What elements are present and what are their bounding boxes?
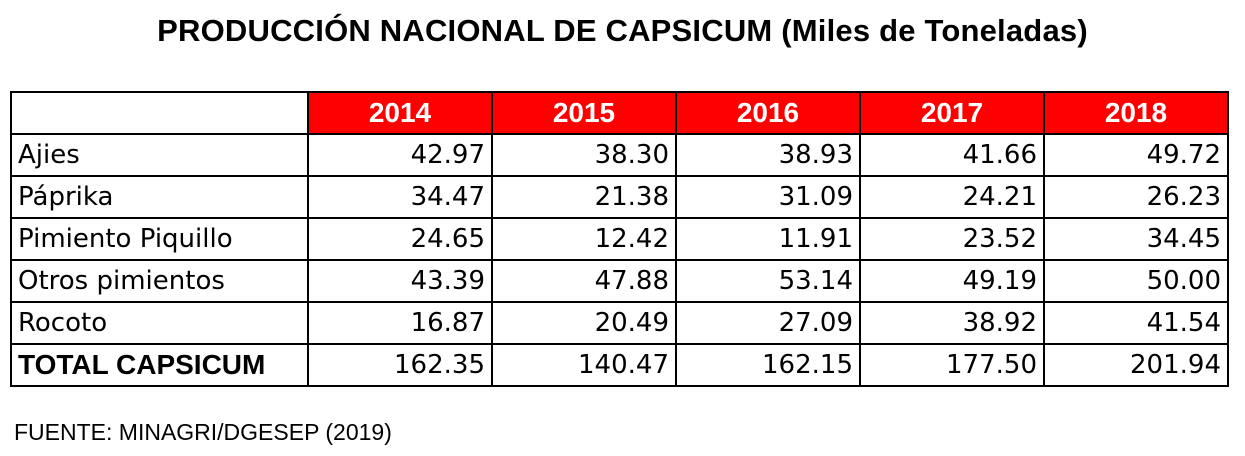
cell-value: 41.54 xyxy=(1043,301,1229,345)
table-row: Pimiento Piquillo 24.65 12.42 11.91 23.5… xyxy=(10,217,1229,261)
cell-value: 49.72 xyxy=(1043,133,1229,177)
year-header: 2018 xyxy=(1043,91,1229,135)
cell-value: 53.14 xyxy=(675,259,861,303)
cell-value: 23.52 xyxy=(859,217,1045,261)
cell-value: 16.87 xyxy=(307,301,493,345)
table-row: Otros pimientos 43.39 47.88 53.14 49.19 … xyxy=(10,259,1229,303)
total-value: 177.50 xyxy=(859,343,1045,387)
cell-value: 12.42 xyxy=(491,217,677,261)
total-value: 162.15 xyxy=(675,343,861,387)
table-row: Rocoto 16.87 20.49 27.09 38.92 41.54 xyxy=(10,301,1229,345)
cell-value: 34.47 xyxy=(307,175,493,219)
cell-value: 20.49 xyxy=(491,301,677,345)
cell-value: 41.66 xyxy=(859,133,1045,177)
cell-value: 27.09 xyxy=(675,301,861,345)
row-label: Rocoto xyxy=(10,301,309,345)
cell-value: 21.38 xyxy=(491,175,677,219)
cell-value: 38.92 xyxy=(859,301,1045,345)
header-corner-cell xyxy=(10,91,309,135)
year-header: 2016 xyxy=(675,91,861,135)
cell-value: 38.30 xyxy=(491,133,677,177)
cell-value: 50.00 xyxy=(1043,259,1229,303)
table-row: Páprika 34.47 21.38 31.09 24.21 26.23 xyxy=(10,175,1229,219)
table-row: Ajies 42.97 38.30 38.93 41.66 49.72 xyxy=(10,133,1229,177)
cell-value: 31.09 xyxy=(675,175,861,219)
cell-value: 47.88 xyxy=(491,259,677,303)
table-title: PRODUCCIÓN NACIONAL DE CAPSICUM (Miles d… xyxy=(157,13,1088,48)
year-header: 2014 xyxy=(307,91,493,135)
total-label: TOTAL CAPSICUM xyxy=(10,343,309,387)
row-label: Ajies xyxy=(10,133,309,177)
total-value: 201.94 xyxy=(1043,343,1229,387)
total-value: 140.47 xyxy=(491,343,677,387)
cell-value: 24.21 xyxy=(859,175,1045,219)
cell-value: 38.93 xyxy=(675,133,861,177)
cell-value: 11.91 xyxy=(675,217,861,261)
cell-value: 26.23 xyxy=(1043,175,1229,219)
cell-value: 43.39 xyxy=(307,259,493,303)
year-header: 2017 xyxy=(859,91,1045,135)
year-header: 2015 xyxy=(491,91,677,135)
source-note: FUENTE: MINAGRI/DGESEP (2019) xyxy=(14,419,392,445)
total-row: TOTAL CAPSICUM 162.35 140.47 162.15 177.… xyxy=(10,343,1229,387)
cell-value: 34.45 xyxy=(1043,217,1229,261)
total-value: 162.35 xyxy=(307,343,493,387)
cell-value: 24.65 xyxy=(307,217,493,261)
production-table: 2014 2015 2016 2017 2018 Ajies 42.97 38.… xyxy=(10,91,1229,387)
header-row: 2014 2015 2016 2017 2018 xyxy=(10,91,1229,135)
row-label: Otros pimientos xyxy=(10,259,309,303)
row-label: Páprika xyxy=(10,175,309,219)
cell-value: 42.97 xyxy=(307,133,493,177)
row-label: Pimiento Piquillo xyxy=(10,217,309,261)
cell-value: 49.19 xyxy=(859,259,1045,303)
